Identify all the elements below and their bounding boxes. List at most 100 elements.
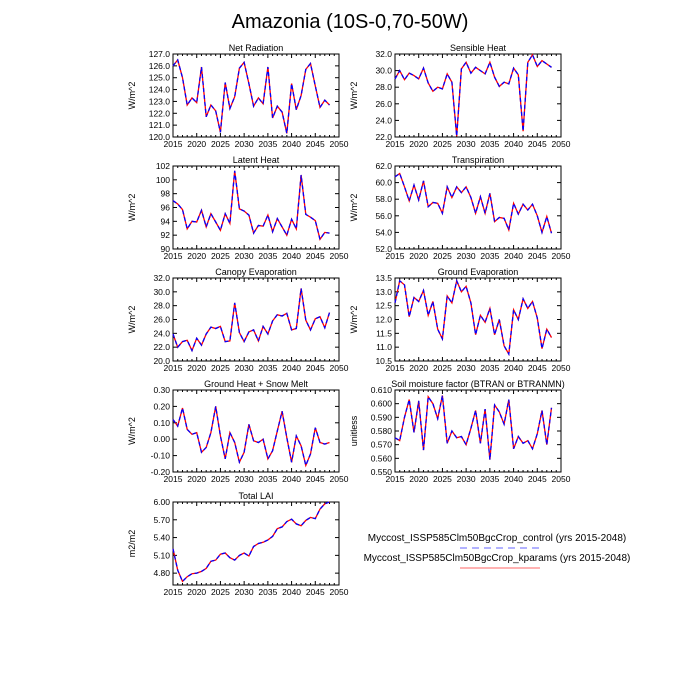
y-tick-label: 11.5 [376, 328, 392, 338]
panel-transpiration: Transpiration W/m^2 2015 2020 2025 2030 2035 20… [349, 155, 571, 261]
y-tick-label: 54.0 [375, 227, 392, 237]
x-tick-label: 2035 [258, 363, 277, 373]
y-tick-label: 122.0 [149, 108, 171, 118]
x-tick-label: 2035 [258, 474, 277, 484]
x-tick-label: 2050 [330, 363, 349, 373]
y-tick-label: 92 [161, 230, 171, 240]
legend-label-control: Myccost_ISSP585Clm50BgcCrop_control (yrs… [368, 533, 626, 544]
y-tick-label: 24.0 [375, 115, 392, 125]
legend-label-kparams: Myccost_ISSP585Clm50BgcCrop_kparams (yrs… [364, 553, 631, 564]
x-tick-label: 2050 [552, 139, 571, 149]
x-tick-label: 2030 [457, 139, 476, 149]
panel-latent-heat: Latent Heat W/m^2 2015 2020 2025 2030 2035 2040… [127, 155, 349, 261]
x-tick-label: 2030 [235, 363, 254, 373]
series-line-kparams [172, 501, 330, 583]
x-tick-label: 2015 [164, 474, 183, 484]
y-axis-label: m2/m2 [127, 530, 137, 558]
y-tick-label: 127.0 [149, 49, 171, 59]
y-tick-label: 12.5 [375, 301, 392, 311]
x-tick-label: 2030 [457, 363, 476, 373]
y-tick-label: 124.0 [149, 85, 171, 95]
x-tick-label: 2015 [164, 587, 183, 597]
x-tick-label: 2045 [306, 474, 325, 484]
x-tick-label: 2020 [187, 587, 206, 597]
y-tick-label: 0.30 [153, 385, 170, 395]
x-tick-label: 2040 [282, 251, 301, 261]
legend: Myccost_ISSP585Clm50BgcCrop_control (yrs… [364, 533, 631, 569]
y-tick-label: 62.0 [375, 161, 392, 171]
y-tick-label: 28.0 [375, 82, 392, 92]
plot-frame [172, 277, 340, 362]
x-tick-label: 2040 [282, 587, 301, 597]
x-tick-label: 2040 [504, 139, 523, 149]
y-tick-label: 20.0 [153, 356, 170, 366]
y-tick-label: 5.10 [153, 550, 170, 560]
y-tick-label: 30.0 [375, 66, 392, 76]
x-tick-label: 2045 [306, 251, 325, 261]
plot-frame [394, 165, 562, 250]
x-tick-label: 2020 [187, 139, 206, 149]
panels: Net Radiation W/m^2 2015 2020 2025 2030 2035 20… [127, 43, 571, 597]
y-tick-label: 123.0 [149, 96, 171, 106]
plot-frame [172, 53, 340, 138]
x-tick-label: 2015 [386, 363, 405, 373]
x-tick-label: 2045 [306, 587, 325, 597]
x-tick-label: 2015 [164, 251, 183, 261]
x-tick-label: 2050 [552, 251, 571, 261]
x-tick-label: 2035 [480, 474, 499, 484]
y-tick-label: 102 [156, 161, 170, 171]
panel-title: Total LAI [238, 491, 273, 501]
panel-title: Net Radiation [229, 43, 284, 53]
x-tick-label: 2045 [306, 139, 325, 149]
series-line-control [172, 406, 330, 468]
y-tick-label: 6.00 [153, 497, 170, 507]
y-axis-label: W/m^2 [349, 194, 359, 222]
y-tick-label: 0.610 [371, 385, 393, 395]
x-tick-label: 2035 [258, 139, 277, 149]
y-tick-label: 24.0 [153, 328, 170, 338]
y-tick-label: 0.20 [153, 401, 170, 411]
x-tick-label: 2015 [386, 251, 405, 261]
y-tick-label: -0.20 [151, 467, 171, 477]
series-line-control [172, 170, 330, 241]
x-tick-label: 2020 [409, 139, 428, 149]
x-tick-label: 2020 [409, 363, 428, 373]
x-tick-label: 2025 [433, 363, 452, 373]
y-tick-label: 0.00 [153, 434, 170, 444]
plot-frame [172, 165, 340, 250]
x-tick-label: 2050 [330, 139, 349, 149]
panel-title: Transpiration [452, 155, 504, 165]
x-tick-label: 2045 [306, 363, 325, 373]
x-tick-label: 2025 [433, 139, 452, 149]
x-tick-label: 2050 [330, 474, 349, 484]
plot-frame [172, 389, 340, 473]
x-tick-label: 2040 [504, 251, 523, 261]
figure-title: Amazonia (10S-0,70-50W) [232, 11, 469, 33]
x-tick-label: 2025 [211, 251, 230, 261]
y-tick-label: 10.5 [375, 356, 392, 366]
y-tick-label: 126.0 [149, 61, 171, 71]
y-tick-label: 0.10 [153, 418, 170, 428]
panel-title: Soil moisture factor (BTRAN or BTRANMN) [391, 379, 565, 389]
panel-total-lai: Total LAI m2/m2 2015 2020 2025 2030 2035 2040 20… [127, 491, 349, 597]
x-tick-label: 2035 [258, 251, 277, 261]
x-tick-label: 2015 [386, 474, 405, 484]
y-axis-label: W/m^2 [349, 306, 359, 334]
x-tick-label: 2030 [235, 474, 254, 484]
x-tick-label: 2020 [187, 363, 206, 373]
y-tick-label: 100 [156, 175, 170, 185]
panel-title: Latent Heat [233, 155, 280, 165]
y-tick-label: 125.0 [149, 73, 171, 83]
x-tick-label: 2025 [211, 587, 230, 597]
y-tick-label: 32.0 [153, 273, 170, 283]
y-tick-label: 0.550 [371, 467, 393, 477]
y-tick-label: 26.0 [375, 99, 392, 109]
y-tick-label: 28.0 [153, 301, 170, 311]
x-tick-label: 2035 [480, 139, 499, 149]
y-tick-label: 13.0 [375, 287, 392, 297]
y-axis-label: W/m^2 [127, 82, 137, 110]
y-tick-label: 90 [161, 244, 171, 254]
series-line-control [394, 394, 553, 460]
x-tick-label: 2025 [211, 139, 230, 149]
